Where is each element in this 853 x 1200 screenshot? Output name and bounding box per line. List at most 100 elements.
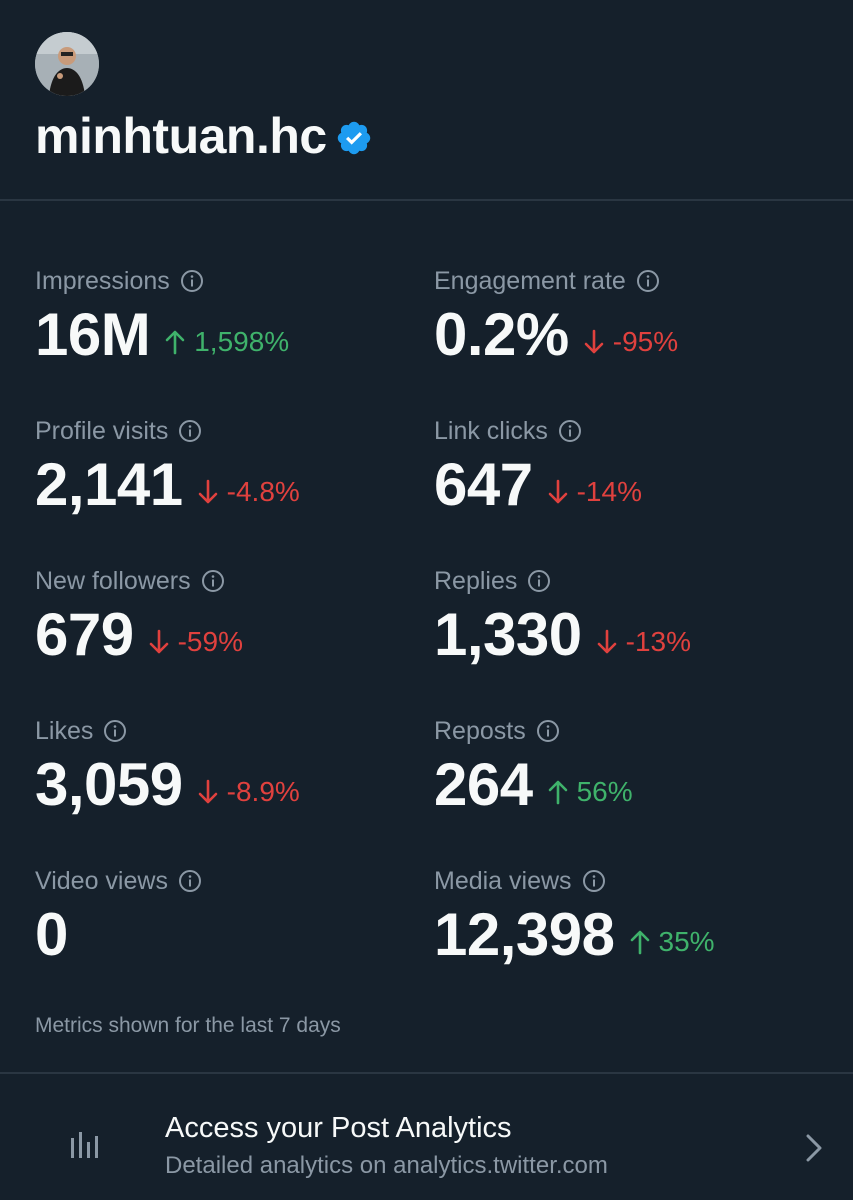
metric-value-row: 0.2% -95% [434, 300, 834, 370]
footer-divider [0, 1072, 853, 1074]
metric-label: Likes [35, 717, 94, 745]
post-analytics-link[interactable]: Access your Post Analytics Detailed anal… [0, 1090, 853, 1200]
metric-value-row: 2,141 -4.8% [35, 450, 435, 520]
metric-change-value: -95% [612, 326, 679, 357]
info-icon[interactable] [201, 569, 225, 593]
metric-change: 1,598% [164, 325, 289, 359]
info-icon[interactable] [103, 719, 127, 743]
metric-label: Engagement rate [434, 267, 626, 295]
metric-link-clicks: Link clicks 647 -14% [434, 416, 834, 520]
arrow-down-icon [149, 629, 168, 654]
metric-change-value: 56% [576, 776, 633, 807]
metric-likes: Likes 3,059 -8.9% [35, 716, 435, 820]
metric-media-views: Media views 12,398 35% [434, 866, 834, 970]
post-analytics-subtitle: Detailed analytics on analytics.twitter.… [165, 1152, 608, 1179]
info-icon[interactable] [536, 719, 560, 743]
metric-value-row: 264 56% [434, 750, 834, 820]
metric-change: -4.8% [197, 475, 300, 509]
profile-header [35, 32, 99, 96]
metric-value-row: 16M 1,598% [35, 300, 435, 370]
arrow-down-icon [597, 629, 616, 654]
arrow-down-icon [198, 479, 217, 504]
metric-value: 2,141 [35, 451, 183, 518]
metric-label: Reposts [434, 717, 526, 745]
metric-label-row: Replies [434, 566, 834, 596]
metric-label-row: Profile visits [35, 416, 435, 446]
avatar[interactable] [35, 32, 99, 96]
username: minhtuan.hc [35, 108, 327, 164]
metric-label: Replies [434, 567, 518, 595]
metric-change-value: -59% [177, 626, 243, 657]
metric-reposts: Reposts 264 56% [434, 716, 834, 820]
metric-engagement-rate: Engagement rate 0.2% -95% [434, 266, 834, 370]
metric-change: -13% [596, 625, 691, 659]
bar-chart-icon [71, 1132, 98, 1158]
metric-label: New followers [35, 567, 191, 595]
metric-label: Link clicks [434, 417, 548, 445]
arrow-down-icon [584, 329, 604, 354]
metric-label-row: Video views [35, 866, 435, 896]
metric-change-value: 1,598% [194, 326, 290, 357]
metric-label-row: New followers [35, 566, 435, 596]
metric-replies: Replies 1,330 -13% [434, 566, 834, 670]
metric-value: 679 [35, 601, 134, 668]
post-analytics-title: Access your Post Analytics [165, 1112, 512, 1144]
metric-value: 3,059 [35, 751, 183, 818]
metric-label-row: Likes [35, 716, 435, 746]
metric-value-row: 0 [35, 900, 435, 970]
metric-label-row: Reposts [434, 716, 834, 746]
metric-change: -8.9% [197, 775, 300, 809]
metric-video-views: Video views 0 [35, 866, 435, 970]
metric-change: -95% [583, 325, 678, 359]
metric-change: -59% [148, 625, 243, 659]
metric-change: 35% [629, 925, 715, 959]
info-icon[interactable] [180, 269, 204, 293]
metric-profile-visits: Profile visits 2,141 -4.8% [35, 416, 435, 520]
metric-value: 647 [434, 451, 533, 518]
metric-value: 1,330 [434, 601, 582, 668]
info-icon[interactable] [527, 569, 551, 593]
metric-change-value: 35% [658, 926, 715, 957]
metrics-footnote: Metrics shown for the last 7 days [35, 1014, 341, 1037]
arrow-up-icon [548, 780, 567, 805]
info-icon[interactable] [178, 869, 202, 893]
verified-badge-icon [337, 121, 370, 155]
info-icon[interactable] [558, 419, 582, 443]
metric-value-row: 12,398 35% [434, 900, 834, 970]
info-icon[interactable] [178, 419, 202, 443]
metric-label: Impressions [35, 267, 170, 295]
metric-label: Media views [434, 867, 572, 895]
metric-change: -14% [547, 475, 642, 509]
avatar-image [35, 32, 99, 96]
metric-value: 264 [434, 751, 533, 818]
metric-change-value: -8.9% [226, 776, 300, 807]
info-icon[interactable] [636, 269, 660, 293]
header-divider [0, 199, 853, 201]
chevron-right-icon [806, 1134, 822, 1162]
username-row: minhtuan.hc [35, 108, 373, 164]
metric-value-row: 679 -59% [35, 600, 435, 670]
metric-value: 0 [35, 901, 68, 968]
metric-label: Video views [35, 867, 168, 895]
metric-value-row: 3,059 -8.9% [35, 750, 435, 820]
metric-value: 0.2% [434, 301, 569, 368]
metric-label-row: Impressions [35, 266, 435, 296]
metric-value: 16M [35, 301, 151, 368]
arrow-down-icon [548, 479, 567, 504]
metric-label-row: Media views [434, 866, 834, 896]
metric-change-value: -13% [625, 626, 692, 657]
metric-new-followers: New followers 679 -59% [35, 566, 435, 670]
metric-label-row: Engagement rate [434, 266, 834, 296]
metric-value-row: 1,330 -13% [434, 600, 834, 670]
arrow-down-icon [198, 779, 217, 804]
metric-change: 56% [547, 775, 633, 809]
metric-value-row: 647 -14% [434, 450, 834, 520]
metric-label-row: Link clicks [434, 416, 834, 446]
metric-impressions: Impressions 16M 1,598% [35, 266, 435, 370]
info-icon[interactable] [582, 869, 606, 893]
arrow-up-icon [630, 930, 649, 955]
metric-label: Profile visits [35, 417, 169, 445]
arrow-up-icon [165, 330, 185, 355]
metric-change-value: -4.8% [226, 476, 300, 507]
